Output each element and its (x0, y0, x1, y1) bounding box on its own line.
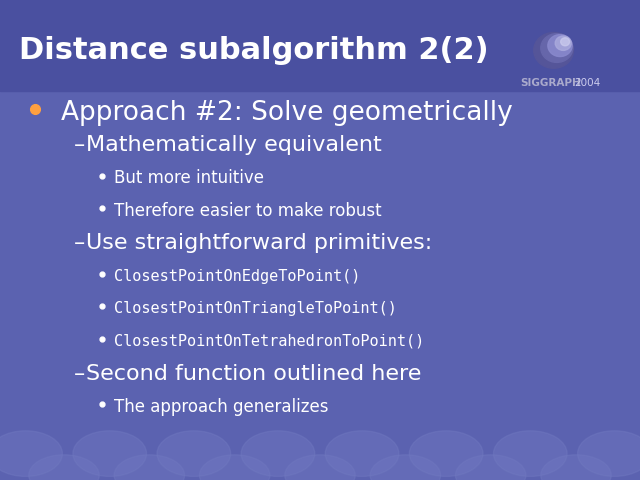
Ellipse shape (561, 38, 570, 46)
Bar (0, 0, 640, 91)
Text: Mathematically equivalent: Mathematically equivalent (86, 135, 382, 156)
Ellipse shape (541, 455, 611, 480)
Ellipse shape (410, 431, 483, 476)
Text: Distance subalgorithm 2(2): Distance subalgorithm 2(2) (19, 36, 489, 65)
Ellipse shape (456, 455, 526, 480)
Ellipse shape (0, 431, 63, 476)
Ellipse shape (285, 455, 355, 480)
Ellipse shape (114, 455, 184, 480)
Text: 2004: 2004 (573, 78, 600, 87)
Text: Therefore easier to make robust: Therefore easier to make robust (114, 202, 381, 220)
Text: But more intuitive: But more intuitive (114, 169, 264, 187)
Ellipse shape (157, 431, 230, 476)
Ellipse shape (73, 431, 147, 476)
Text: –: – (74, 233, 85, 253)
Text: Approach #2: Solve geometrically: Approach #2: Solve geometrically (61, 100, 513, 126)
Ellipse shape (541, 34, 573, 62)
Ellipse shape (29, 455, 99, 480)
Ellipse shape (325, 431, 399, 476)
Text: –: – (74, 135, 85, 156)
Text: Use straightforward primitives:: Use straightforward primitives: (86, 233, 433, 253)
Ellipse shape (534, 33, 573, 68)
Text: ClosestPointOnEdgeToPoint(): ClosestPointOnEdgeToPoint() (114, 268, 360, 284)
Text: ClosestPointOnTriangleToPoint(): ClosestPointOnTriangleToPoint() (114, 301, 397, 316)
Text: Second function outlined here: Second function outlined here (86, 364, 422, 384)
Ellipse shape (548, 35, 572, 57)
Ellipse shape (493, 431, 567, 476)
Text: –: – (74, 364, 85, 384)
Ellipse shape (370, 455, 440, 480)
Text: ClosestPointOnTetrahedronToPoint(): ClosestPointOnTetrahedronToPoint() (114, 334, 424, 349)
Ellipse shape (578, 431, 640, 476)
Ellipse shape (200, 455, 270, 480)
Ellipse shape (556, 36, 572, 50)
Text: The approach generalizes: The approach generalizes (114, 397, 328, 416)
Text: SIGGRAPH: SIGGRAPH (520, 78, 580, 87)
Ellipse shape (241, 431, 315, 476)
